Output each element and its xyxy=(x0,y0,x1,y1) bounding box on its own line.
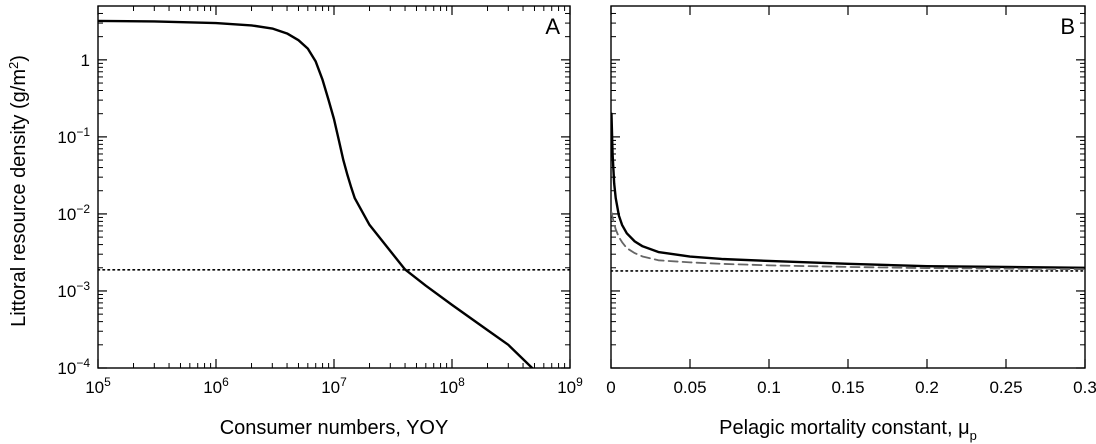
x-axis-label-b: Pelagic mortality constant, μp xyxy=(719,417,977,443)
y-axis-label: Littoral resource density (g/m2) xyxy=(6,55,30,327)
x-tick-label-b: 0.2 xyxy=(915,378,939,397)
x-tick-label-a: 108 xyxy=(439,375,465,397)
x-axis-label-a: Consumer numbers, YOY xyxy=(220,417,449,439)
y-axis-label-superscript: 2 xyxy=(6,62,21,69)
panel-a: 10−4 10−3 10−2 10−1 1 105 106 107 108 109 A Consume… xyxy=(57,5,583,439)
y-tick-label-a: 10−2 xyxy=(57,202,90,224)
y-tick-label-a: 10−4 xyxy=(57,356,90,378)
x-tick-label-a: 105 xyxy=(85,375,111,397)
plot-frame-a xyxy=(97,5,571,369)
y-tick-label-a: 10−1 xyxy=(57,125,90,147)
x-tick-label-b: 0 xyxy=(606,378,615,397)
x-tick-label-a: 107 xyxy=(321,375,347,397)
series-line-b-dashed xyxy=(611,211,1085,271)
series-line-b-solid xyxy=(611,112,1085,269)
panel-b: 0 0.05 0.1 0.15 0.2 0.25 0.3 B Pelagic mortality… xyxy=(606,5,1096,443)
x-tick-label-a: 109 xyxy=(557,375,583,397)
x-tick-label-a: 106 xyxy=(203,375,229,397)
y-tick-label-a: 10−3 xyxy=(57,279,90,301)
x-tick-label-b: 0.15 xyxy=(831,378,864,397)
y-tick-label-a: 1 xyxy=(81,51,90,70)
x-tick-label-b: 0.05 xyxy=(673,378,706,397)
series-line-a-solid xyxy=(98,19,534,368)
plot-frame-b xyxy=(610,5,1086,369)
x-tick-label-b: 0.25 xyxy=(989,378,1022,397)
x-tick-label-b: 0.1 xyxy=(757,378,781,397)
panel-label-b: B xyxy=(1060,14,1075,39)
x-tick-label-b: 0.3 xyxy=(1073,378,1096,397)
panel-label-a: A xyxy=(545,14,560,39)
